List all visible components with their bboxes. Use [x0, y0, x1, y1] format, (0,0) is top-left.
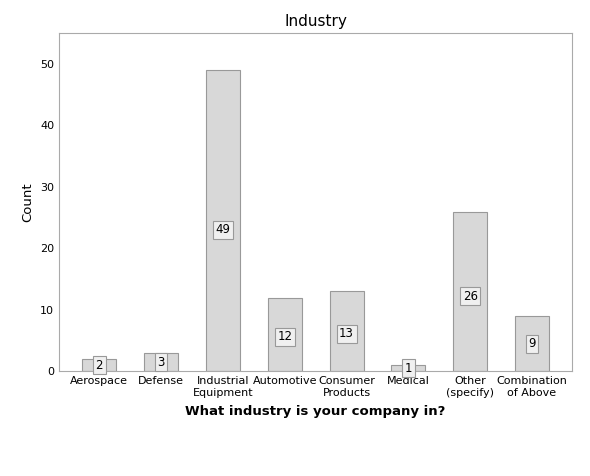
Text: 1: 1: [405, 362, 412, 375]
Text: 9: 9: [528, 337, 536, 350]
Text: 3: 3: [158, 356, 165, 368]
X-axis label: What industry is your company in?: What industry is your company in?: [185, 405, 446, 417]
Title: Industry: Industry: [284, 14, 347, 30]
Bar: [268, 298, 301, 371]
Text: 49: 49: [215, 223, 231, 236]
Bar: [330, 291, 363, 371]
Bar: [83, 359, 116, 371]
Bar: [206, 70, 240, 371]
Text: 2: 2: [96, 358, 103, 372]
Text: 13: 13: [339, 327, 354, 340]
Y-axis label: Count: Count: [21, 182, 34, 222]
Bar: [515, 316, 549, 371]
Text: 12: 12: [277, 330, 292, 343]
Text: 26: 26: [463, 290, 478, 303]
Bar: [391, 365, 425, 371]
Bar: [144, 353, 178, 371]
Bar: [453, 211, 487, 371]
